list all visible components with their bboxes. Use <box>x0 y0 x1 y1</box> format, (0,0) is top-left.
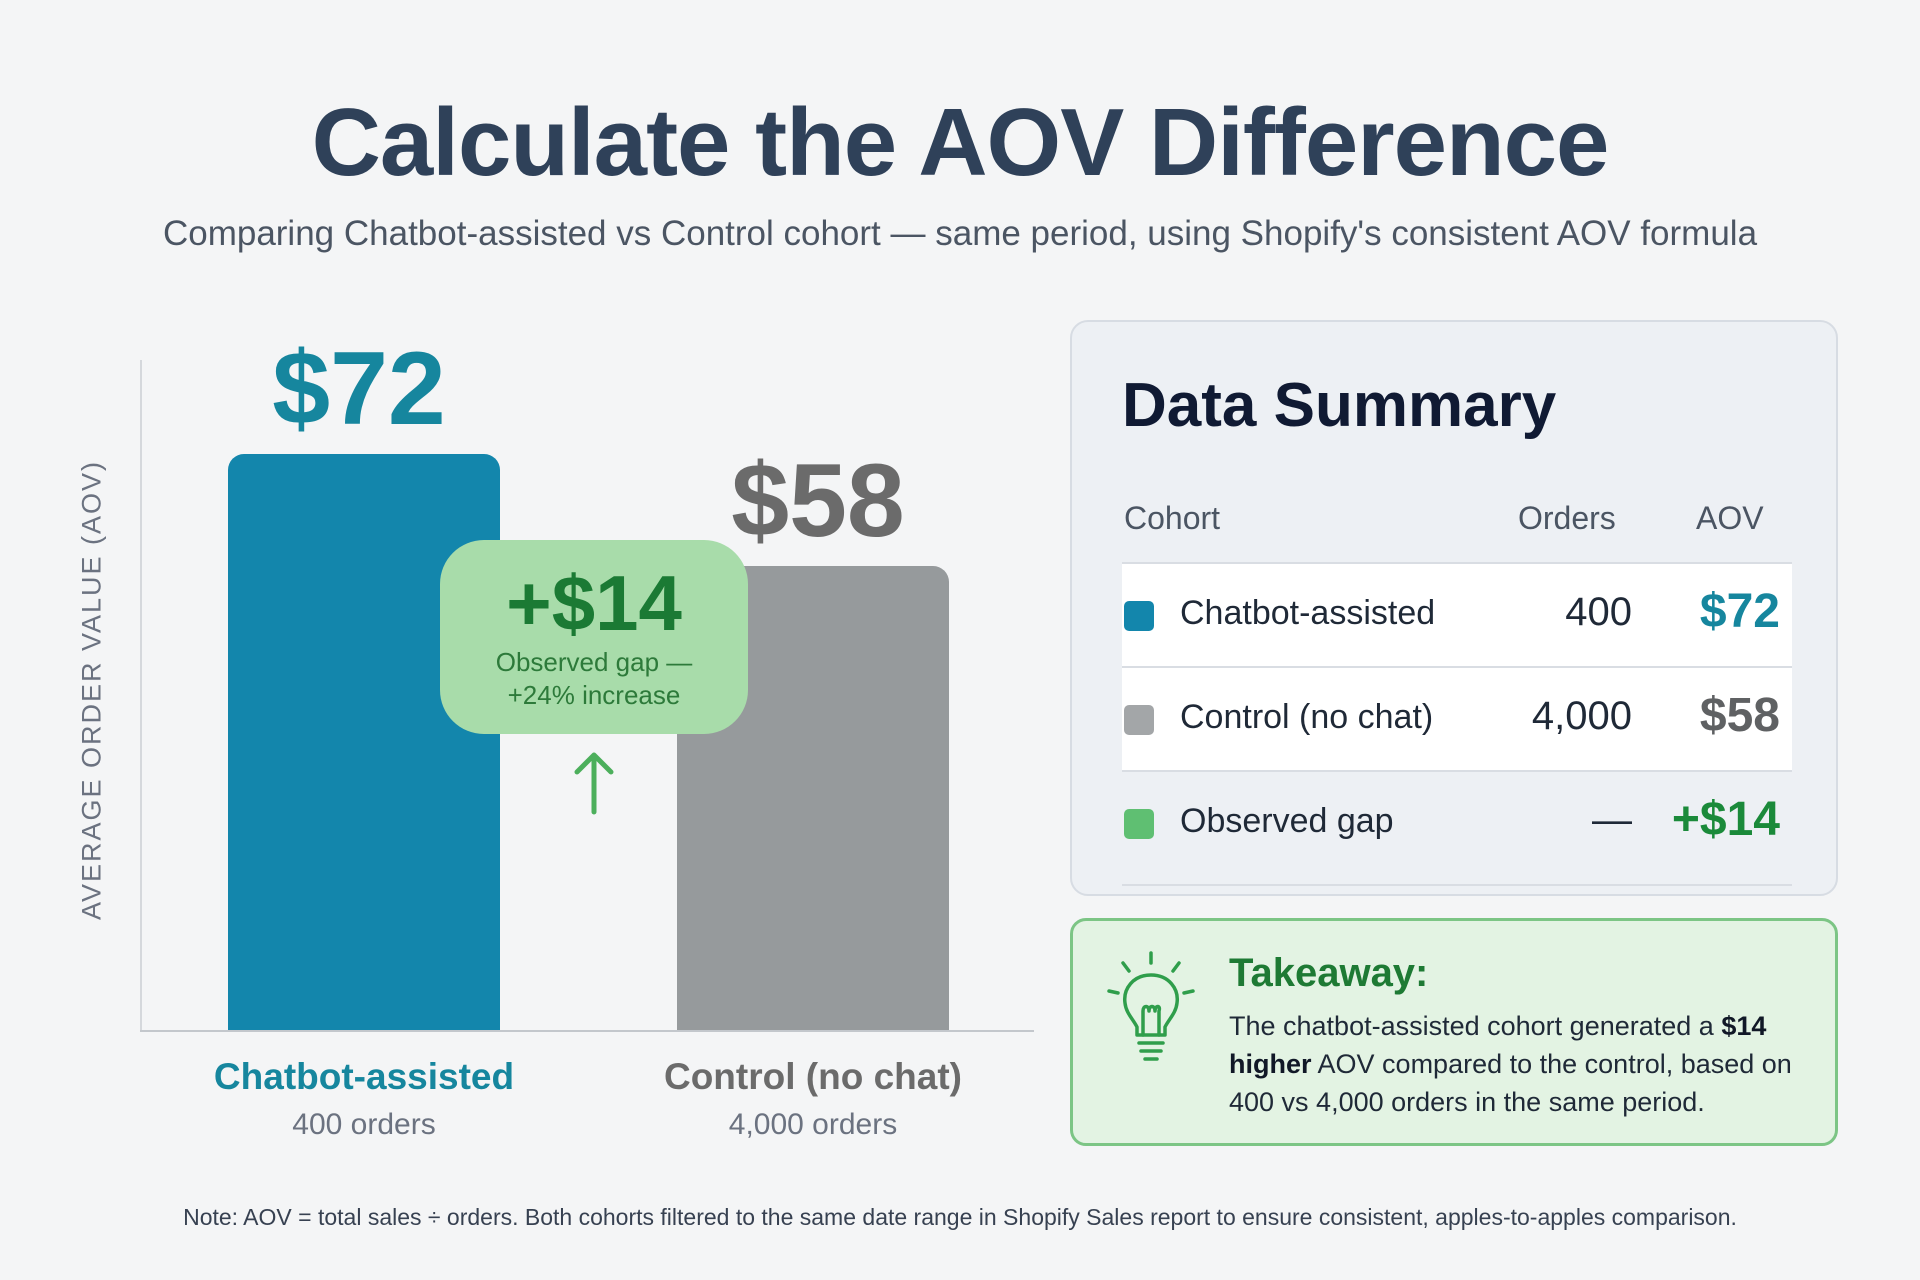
table-divider <box>1122 666 1792 668</box>
takeaway-text-end: AOV compared to the control, based on 40… <box>1229 1049 1792 1117</box>
bar-value-control: $58 <box>731 443 905 559</box>
takeaway-title: Takeaway: <box>1229 951 1429 995</box>
footnote: Note: AOV = total sales ÷ orders. Both c… <box>183 1204 1737 1230</box>
y-axis-label: AVERAGE ORDER VALUE (AOV) <box>76 459 107 921</box>
y-axis-line <box>140 360 142 1032</box>
lightbulb-icon <box>1107 951 1195 1061</box>
page-subtitle: Comparing Chatbot-assisted vs Control co… <box>162 214 1758 253</box>
data-summary-card: Data Summary Cohort Orders AOV Chatbot-a… <box>1070 320 1838 896</box>
cell-orders: — <box>1592 798 1632 842</box>
swatch-gap <box>1124 809 1154 839</box>
header-cohort: Cohort <box>1124 500 1221 536</box>
table-divider <box>1122 562 1792 564</box>
takeaway-text: The chatbot-assisted cohort generated a … <box>1229 1007 1819 1121</box>
cell-cohort: Control (no chat) <box>1180 698 1434 736</box>
category-sublabel-chatbot-assisted: 400 orders <box>292 1108 436 1141</box>
cell-orders: 400 <box>1565 590 1632 634</box>
cell-orders: 4,000 <box>1531 694 1632 738</box>
gap-annotation: +$14 Observed gap — +24% increase <box>440 540 748 734</box>
data-summary-title: Data Summary <box>1122 371 1557 440</box>
cell-aov: +$14 <box>1671 793 1780 846</box>
category-label-chatbot-assisted: Chatbot-assisted <box>213 1056 515 1097</box>
cell-aov: $58 <box>1699 689 1780 742</box>
bar-value-chatbot-assisted: $72 <box>272 331 446 447</box>
swatch-control <box>1124 705 1154 735</box>
table-row: Chatbot-assisted 400 $72 <box>1122 564 1792 666</box>
header-orders: Orders <box>1518 500 1616 536</box>
x-axis-line <box>140 1030 1034 1032</box>
category-label-control: Control (no chat) <box>663 1056 962 1097</box>
takeaway-card: Takeaway: The chatbot-assisted cohort ge… <box>1070 918 1838 1146</box>
cell-cohort: Chatbot-assisted <box>1180 594 1436 632</box>
header-aov: AOV <box>1696 500 1764 536</box>
bar-chatbot-assisted <box>228 454 500 1030</box>
takeaway-text-start: The chatbot-assisted cohort generated a <box>1229 1011 1722 1041</box>
table-divider <box>1122 770 1792 772</box>
table-row: Control (no chat) 4,000 $58 <box>1122 668 1792 770</box>
arrow-up-icon <box>574 752 614 815</box>
table-divider <box>1122 884 1792 886</box>
cell-cohort: Observed gap <box>1180 802 1394 840</box>
bar-chart: AVERAGE ORDER VALUE (AOV) $72 $58 Chatbo… <box>0 0 1040 1180</box>
category-sublabel-control: 4,000 orders <box>728 1108 898 1141</box>
gap-annotation-line2: +24% increase <box>507 680 681 710</box>
page-title: Calculate the AOV Difference <box>311 89 1610 196</box>
gap-annotation-line1: Observed gap — <box>495 647 693 677</box>
table-row: Observed gap — +$14 <box>1122 772 1792 874</box>
takeaway-text-bold: $14 higher <box>1229 1011 1767 1079</box>
swatch-chatbot <box>1124 601 1154 631</box>
cell-aov: $72 <box>1699 585 1780 638</box>
gap-annotation-value: +$14 <box>506 559 682 647</box>
